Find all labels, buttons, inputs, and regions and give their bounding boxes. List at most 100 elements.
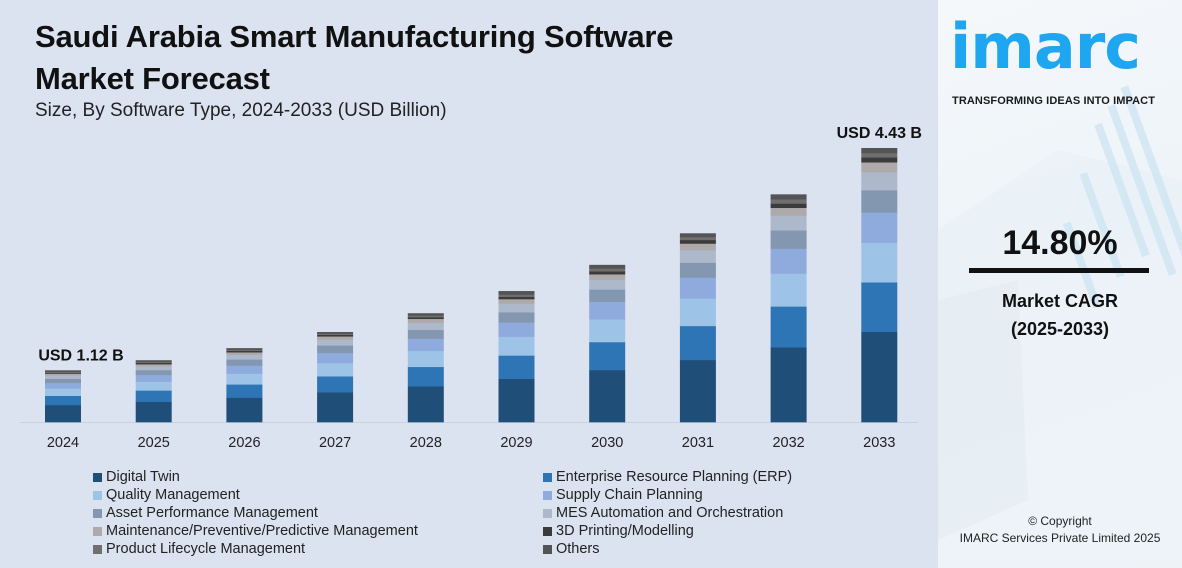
copyright-line-1: © Copyright [1028, 514, 1092, 528]
bar-segment-2025-asset-performance-management [135, 369, 172, 376]
bar-segment-2030-asset-performance-management [589, 289, 626, 302]
logo-tagline: TRANSFORMING IDEAS INTO IMPACT [952, 95, 1156, 107]
bar-2024 [45, 370, 81, 423]
bar-segment-2030-product-lifecycle-management [589, 268, 626, 272]
x-tick-label-2031: 2031 [682, 435, 714, 451]
bar-segment-2032-asset-performance-management [770, 230, 807, 249]
bar-2028 [407, 313, 444, 423]
legend-label: MES Automation and Orchestration [556, 505, 784, 521]
bar-segment-2031-3d-printing-modelling [679, 239, 716, 244]
bar-segment-2028-others [407, 313, 444, 316]
bar-segment-2027-others [317, 332, 354, 334]
title-line-2: Market Forecast [35, 61, 270, 96]
x-tick-label-2026: 2026 [228, 435, 260, 451]
bar-segment-2033-quality-management [861, 242, 898, 283]
bar-2030 [589, 264, 626, 423]
bar-segment-2033-maintenance-preventive-predictive-management [861, 162, 898, 173]
legend-swatch [93, 472, 102, 482]
bar-2033 [861, 148, 898, 423]
legend-swatch [543, 526, 552, 536]
chart-subtitle: Size, By Software Type, 2024-2033 (USD B… [35, 100, 447, 121]
legend-item-asset-performance-management: Asset Performance Management [93, 504, 418, 522]
legend-swatch [543, 490, 552, 500]
bar-segment-2028-3d-printing-modelling [407, 317, 444, 320]
cagr-period: (2025-2033) [1010, 319, 1110, 339]
bar-segment-2030-others [589, 264, 626, 269]
bar-segment-2031-product-lifecycle-management [679, 236, 716, 241]
bar-segment-2025-3d-printing-modelling [135, 362, 172, 365]
bar-segment-2033-3d-printing-modelling [861, 157, 898, 163]
bar-segment-2033-digital-twin [861, 331, 898, 423]
bar-segment-2030-digital-twin [589, 370, 626, 423]
bar-segment-2031-maintenance-preventive-predictive-management [679, 243, 716, 251]
bar-2031 [679, 233, 716, 423]
legend-item-3d-printing-modelling: 3D Printing/Modelling [543, 522, 792, 540]
annotation-total-2024: USD 1.12 B [38, 347, 123, 364]
bar-segment-2025-supply-chain-planning [135, 374, 172, 382]
bar-segment-2028-maintenance-preventive-predictive-management [407, 318, 444, 323]
legend-swatch [543, 544, 552, 554]
bar-segment-2025-enterprise-resource-planning-erp- [135, 390, 172, 402]
legend-item-others: Others [543, 540, 792, 558]
bar-2032 [770, 194, 807, 423]
bar-segment-2027-asset-performance-management [317, 345, 354, 354]
bar-segment-2031-enterprise-resource-planning-erp- [679, 325, 716, 361]
legend-item-mes-automation-and-orchestration: MES Automation and Orchestration [543, 504, 792, 522]
bar-2029 [498, 291, 535, 423]
bar-segment-2026-mes-automation-and-orchestration [226, 354, 263, 360]
bar-segment-2027-supply-chain-planning [317, 352, 354, 364]
bar-segment-2028-mes-automation-and-orchestration [407, 322, 444, 331]
x-tick-label-2032: 2032 [772, 435, 804, 451]
legend-label: Quality Management [106, 487, 240, 503]
bar-segment-2029-digital-twin [498, 378, 535, 423]
bar-segment-2032-3d-printing-modelling [770, 203, 807, 209]
bar-segment-2028-product-lifecycle-management [407, 315, 444, 318]
x-tick-label-2024: 2024 [47, 435, 79, 451]
bar-segment-2027-3d-printing-modelling [317, 334, 354, 337]
bar-2026 [226, 348, 263, 423]
bar-segment-2024-maintenance-preventive-predictive-management [45, 373, 81, 376]
stacked-bar-chart: 2024 2025 2026 2027 2028 2029 2030 2031 2032 2033… [20, 125, 922, 451]
bar-segment-2024-mes-automation-and-orchestration [45, 375, 81, 379]
bar-segment-2032-supply-chain-planning [770, 248, 807, 274]
bar-segment-2029-3d-printing-modelling [498, 296, 535, 300]
x-tick-label-2025: 2025 [138, 435, 170, 451]
bar-segment-2025-maintenance-preventive-predictive-management [135, 364, 172, 367]
legend-label: Asset Performance Management [106, 505, 318, 521]
bar-segment-2031-asset-performance-management [679, 262, 716, 278]
cagr-value: 14.80% [1002, 224, 1118, 262]
x-tick-label-2027: 2027 [319, 435, 351, 451]
bar-segment-2029-supply-chain-planning [498, 322, 535, 337]
bar-segment-2026-asset-performance-management [226, 359, 263, 366]
legend-label: Maintenance/Preventive/Predictive Manage… [106, 523, 418, 539]
bar-segment-2026-others [226, 348, 263, 350]
bar-segment-2033-product-lifecycle-management [861, 152, 898, 158]
bar-segment-2027-mes-automation-and-orchestration [317, 339, 354, 346]
bar-segment-2028-supply-chain-planning [407, 338, 444, 352]
bar-segment-2030-maintenance-preventive-predictive-management [589, 274, 626, 280]
legend-item-product-lifecycle-management: Product Lifecycle Management [93, 540, 418, 558]
bar-segment-2029-quality-management [498, 336, 535, 356]
bar-segment-2028-asset-performance-management [407, 329, 444, 339]
legend-label: 3D Printing/Modelling [556, 523, 694, 539]
bar-segment-2031-supply-chain-planning [679, 277, 716, 299]
bar-segment-2031-mes-automation-and-orchestration [679, 250, 716, 263]
title-line-1: Saudi Arabia Smart Manufacturing Softwar… [35, 19, 674, 54]
bar-segment-2024-quality-management [45, 388, 81, 396]
legend-swatch [93, 526, 102, 536]
legend-swatch [543, 472, 552, 482]
bar-segment-2032-quality-management [770, 273, 807, 307]
annotation-total-2033: USD 4.43 B [837, 125, 922, 142]
imarc-logo: imarc [950, 10, 1141, 83]
legend-item-maintenance-preventive-predictive-management: Maintenance/Preventive/Predictive Manage… [93, 522, 418, 540]
legend-swatch [93, 508, 102, 518]
bar-segment-2030-quality-management [589, 319, 626, 343]
bar-segment-2027-product-lifecycle-management [317, 333, 354, 335]
legend-swatch [543, 508, 552, 518]
bar-segment-2029-others [498, 291, 535, 295]
legend-swatch [93, 544, 102, 554]
x-tick-label-2033: 2033 [863, 435, 895, 451]
bar-segment-2025-digital-twin [135, 401, 172, 423]
bar-segment-2030-enterprise-resource-planning-erp- [589, 341, 626, 371]
bar-segment-2024-3d-printing-modelling [45, 372, 81, 374]
